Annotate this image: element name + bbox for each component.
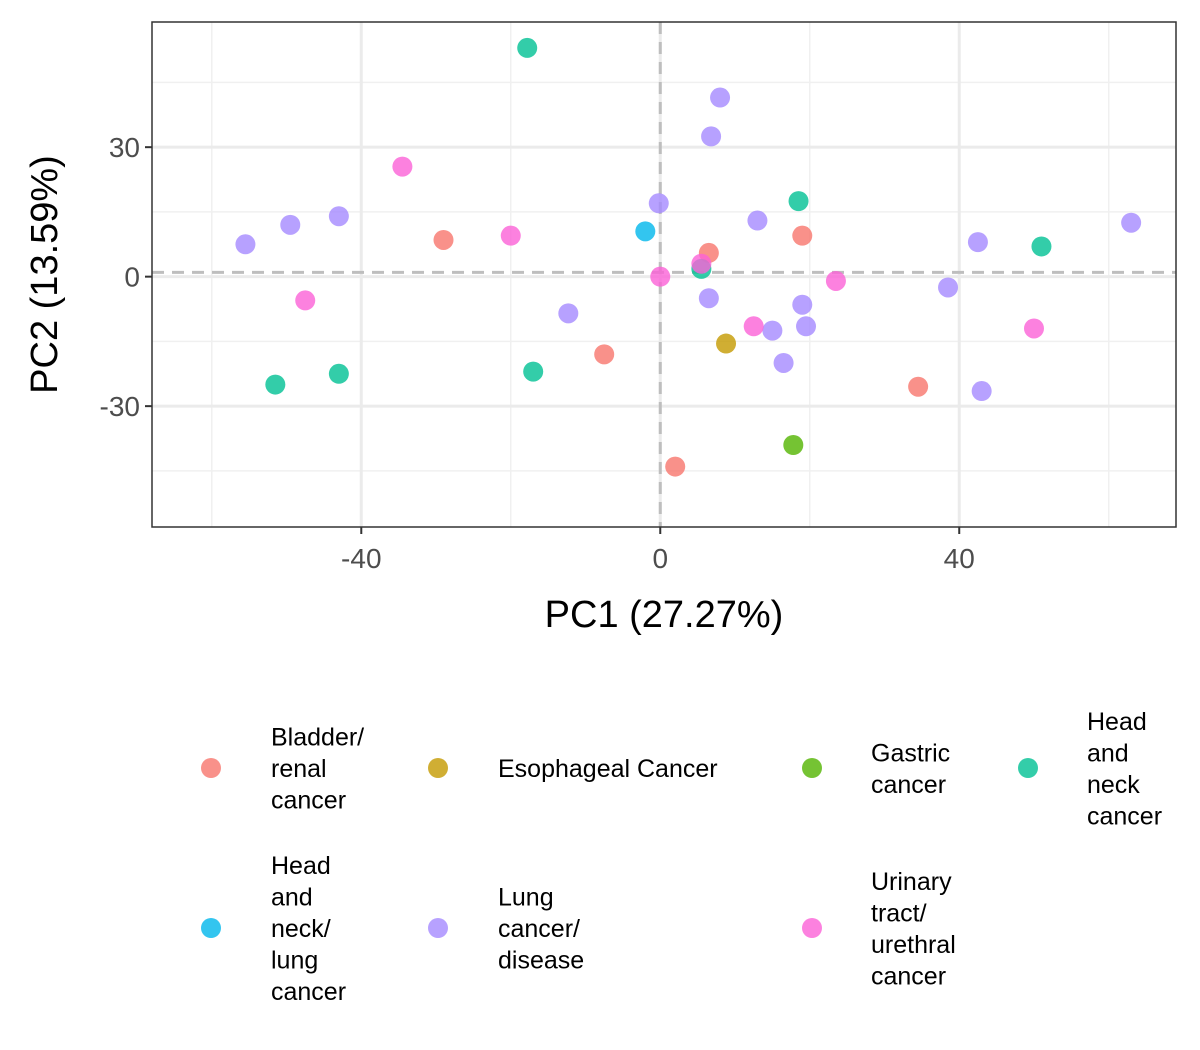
data-point [328, 363, 349, 384]
y-tick-label: 30 [109, 132, 140, 163]
data-point [328, 206, 349, 227]
x-tick-label: 40 [944, 543, 975, 574]
data-point [967, 232, 988, 253]
legend-label: cancer [1087, 802, 1162, 830]
data-point [716, 333, 737, 354]
legend-label: Head [271, 852, 331, 880]
legend-label: lung [271, 947, 318, 975]
data-point [558, 303, 579, 324]
data-point [648, 193, 669, 214]
data-point [594, 344, 615, 365]
data-point [788, 191, 809, 212]
data-point [691, 253, 712, 274]
legend-label: Gastric [871, 739, 950, 767]
data-point [938, 277, 959, 298]
data-point [701, 126, 722, 147]
data-point [1031, 236, 1052, 257]
data-point [796, 316, 817, 337]
legend-label: disease [498, 947, 584, 975]
data-point [665, 456, 686, 477]
data-point [235, 234, 256, 255]
data-point [825, 270, 846, 291]
data-point [500, 225, 521, 246]
data-point [747, 210, 768, 231]
legend-label: cancer [871, 771, 946, 799]
legend-key [802, 918, 822, 938]
legend-label: tract/ [871, 899, 927, 927]
legend-key [428, 758, 448, 778]
data-point [762, 320, 783, 341]
x-tick-label: 0 [652, 543, 668, 574]
data-point [971, 381, 992, 402]
legend-label: urethral [871, 931, 956, 959]
data-point [698, 288, 719, 309]
legend-key [201, 758, 221, 778]
legend-label: cancer [271, 978, 346, 1006]
y-axis-title: PC2 (13.59%) [24, 155, 66, 394]
plot-border [151, 21, 1177, 528]
legend-label: Bladder/ [271, 724, 364, 752]
legend-label: Urinary [871, 868, 952, 896]
legend-label: Head [1087, 708, 1147, 736]
data-point [1121, 212, 1142, 233]
legend-label: neck [1087, 771, 1140, 799]
legend-label: cancer [871, 962, 946, 990]
data-points [235, 37, 1142, 477]
data-point [392, 156, 413, 177]
data-point [792, 225, 813, 246]
data-point [1023, 318, 1044, 339]
legend-key [428, 918, 448, 938]
legend-key [201, 918, 221, 938]
data-point [792, 294, 813, 315]
legend-label: cancer/ [498, 915, 580, 943]
data-point [908, 376, 929, 397]
data-point [517, 37, 538, 58]
data-point [710, 87, 731, 108]
data-point [295, 290, 316, 311]
data-point [265, 374, 286, 395]
legend-label: and [271, 884, 313, 912]
axis-ticks: -40 0 40 30 0 -30 [100, 132, 975, 574]
x-tick-label: -40 [341, 543, 381, 574]
data-point [743, 316, 764, 337]
data-point [773, 352, 794, 373]
legend: Bladder/renal cancer Esophageal Cancer Gast… [201, 708, 1162, 1006]
y-tick-label: -30 [100, 391, 140, 422]
y-tick-label: 0 [124, 262, 140, 293]
data-point [635, 221, 656, 242]
data-point [650, 266, 671, 287]
legend-label: neck/ [271, 915, 331, 943]
legend-label: Lung [498, 884, 554, 912]
legend-label: Esophageal Cancer [498, 755, 718, 783]
data-point [523, 361, 544, 382]
legend-label: cancer [271, 787, 346, 815]
data-point [280, 214, 301, 235]
legend-label: renal [271, 755, 327, 783]
legend-label: and [1087, 739, 1129, 767]
data-point [433, 229, 454, 250]
data-point [783, 434, 804, 455]
legend-key [802, 758, 822, 778]
x-axis-title: PC1 (27.27%) [545, 594, 784, 636]
legend-key [1018, 758, 1038, 778]
